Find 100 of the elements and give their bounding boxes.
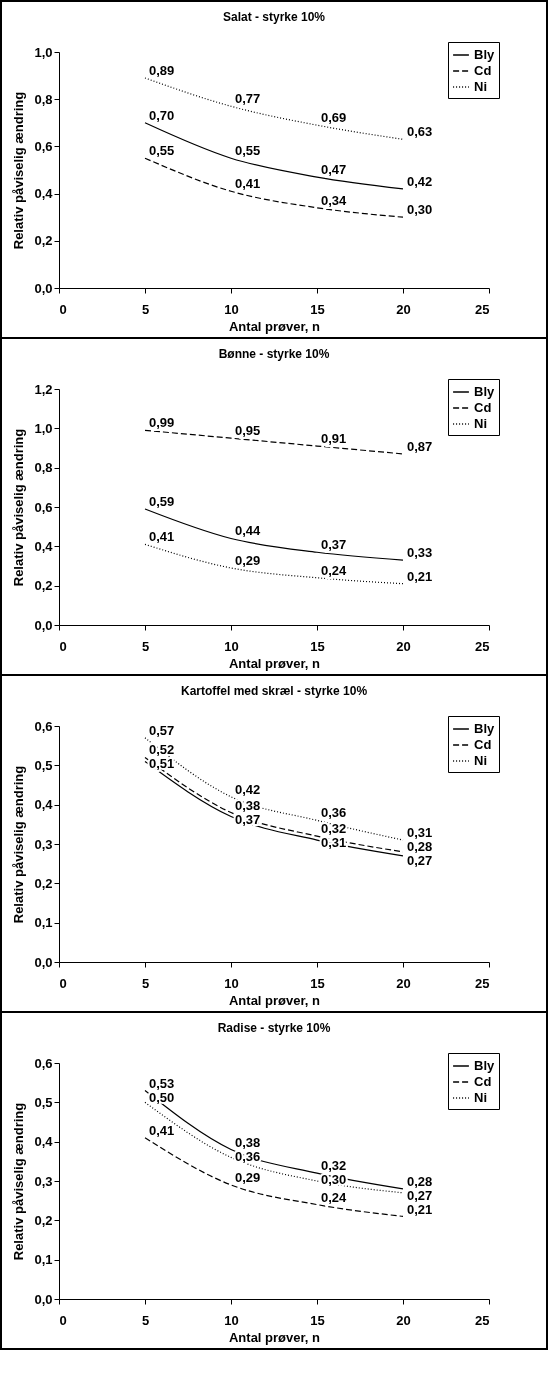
x-tick-label: 10 [224,975,239,991]
x-tick-label: 20 [396,975,411,991]
data-label: 0,95 [235,423,261,439]
y-tick-label: 0,8 [34,91,53,107]
y-tick-label: 0,6 [34,718,53,734]
y-axis-title: Relativ påviselig ændring [11,1102,27,1261]
data-label: 0,21 [407,568,433,584]
data-label: 0,55 [235,143,261,159]
x-axis-title: Antal prøver, n [228,318,321,334]
data-label: 0,30 [321,1172,347,1188]
data-label: 0,37 [321,537,347,553]
x-tick-label: 15 [310,638,325,654]
y-tick-label: 0,4 [34,538,54,554]
x-tick-label: 15 [310,1312,325,1328]
y-tick-label: 0,6 [34,499,53,515]
x-tick-label: 0 [59,975,67,991]
y-tick-label: 0,3 [34,1173,53,1189]
y-tick-label: 0,8 [34,460,53,476]
data-label: 0,32 [321,821,347,837]
legend-label: Cd [474,63,492,78]
line-series [144,1137,404,1217]
y-tick-label: 0,6 [34,1055,53,1071]
data-label: 0,36 [321,805,347,821]
data-label: 0,32 [321,1158,347,1174]
x-axis-title: Antal prøver, n [228,992,321,1008]
y-tick-label: 0,1 [34,915,53,931]
x-tick-label: 5 [141,638,150,654]
chart-title: Salat - styrke 10% [222,9,326,24]
data-label: 0,30 [407,202,433,218]
data-label: 0,70 [149,107,175,123]
data-label: 0,52 [149,742,175,758]
data-label: 0,42 [235,781,261,797]
y-tick-label: 0,0 [34,954,53,970]
legend-label: Cd [474,1074,492,1089]
data-label: 0,69 [321,110,347,126]
legend-label: Ni [474,416,487,431]
x-tick-label: 20 [396,638,411,654]
data-label: 0,21 [407,1201,433,1217]
y-tick-label: 0,2 [34,233,53,249]
y-tick-label: 0,1 [34,1252,53,1268]
data-label: 0,53 [149,1075,175,1091]
data-label: 0,55 [149,143,175,159]
legend-label: Bly [474,384,495,399]
x-tick-label: 5 [141,301,150,317]
legend-label: Ni [474,1090,487,1105]
data-label: 0,51 [149,756,175,772]
y-tick-label: 1,2 [34,381,53,397]
data-label: 0,42 [407,173,433,189]
x-tick-label: 0 [59,301,67,317]
y-tick-label: 0,0 [34,280,53,296]
chart-title: Radise - styrke 10% [217,1020,331,1035]
y-tick-label: 0,2 [34,578,53,594]
x-tick-label: 10 [224,1312,239,1328]
y-tick-label: 1,0 [34,420,53,436]
legend-label: Bly [474,47,495,62]
legend-label: Bly [474,721,495,736]
x-tick-label: 20 [396,301,411,317]
legend-label: Ni [474,79,487,94]
data-label: 0,89 [149,62,175,78]
data-label: 0,28 [407,1173,433,1189]
x-tick-label: 5 [141,1312,150,1328]
line-series [144,77,404,140]
data-label: 0,24 [321,562,348,578]
data-label: 0,77 [235,91,261,107]
data-label: 0,31 [407,825,433,841]
y-tick-label: 0,5 [34,1094,53,1110]
x-tick-label: 25 [475,1312,490,1328]
data-label: 0,29 [235,1169,261,1185]
data-label: 0,38 [235,797,261,813]
data-label: 0,34 [321,192,348,208]
data-label: 0,99 [149,415,175,431]
x-tick-label: 15 [310,301,325,317]
y-tick-label: 1,0 [34,44,53,60]
x-tick-label: 20 [396,1312,411,1328]
y-tick-label: 0,2 [34,1212,53,1228]
chart-title: Bønne - styrke 10% [218,346,330,361]
data-label: 0,91 [321,431,347,447]
data-label: 0,59 [149,493,175,509]
y-tick-label: 0,6 [34,138,53,154]
y-tick-label: 0,2 [34,875,53,891]
y-axis-title: Relativ påviselig ændring [11,91,27,250]
data-label: 0,28 [407,839,433,855]
data-label: 0,41 [149,1122,175,1138]
legend-label: Bly [474,1058,495,1073]
x-tick-label: 0 [59,638,67,654]
y-tick-label: 0,4 [34,1134,54,1150]
y-tick-label: 0,5 [34,757,53,773]
x-tick-label: 25 [475,975,490,991]
data-label: 0,24 [321,1189,348,1205]
x-tick-label: 10 [224,638,239,654]
data-label: 0,41 [235,176,261,192]
data-label: 0,27 [407,1187,433,1203]
y-tick-label: 0,3 [34,836,53,852]
x-tick-label: 15 [310,975,325,991]
legend-label: Cd [474,400,492,415]
y-tick-label: 0,4 [34,797,54,813]
x-axis-title: Antal prøver, n [228,655,321,671]
data-label: 0,38 [235,1134,261,1150]
y-axis-title: Relativ påviselig ændring [11,765,27,924]
data-label: 0,47 [321,162,347,178]
